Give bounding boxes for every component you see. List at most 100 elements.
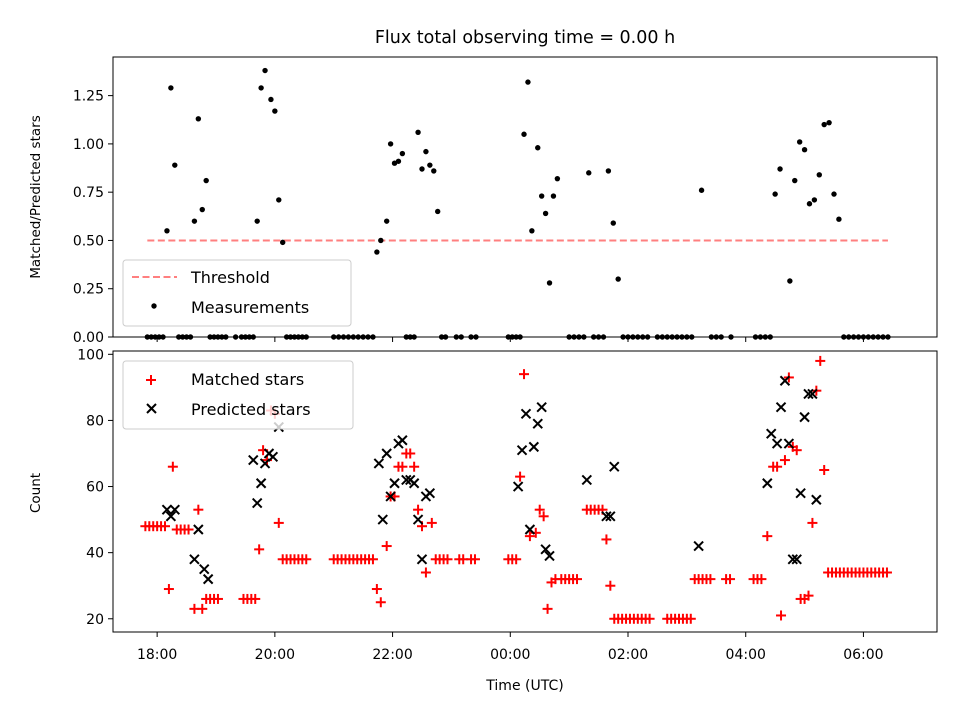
marker-stroke bbox=[385, 491, 396, 502]
legend-matched-swatch bbox=[146, 375, 156, 385]
measurement-point bbox=[203, 177, 209, 184]
matched-star-marker bbox=[381, 541, 392, 552]
marker-stroke bbox=[397, 435, 408, 446]
marker-stroke bbox=[389, 478, 400, 489]
measurement-point bbox=[811, 197, 818, 203]
marker-stroke bbox=[165, 511, 177, 522]
marker-stroke bbox=[536, 401, 547, 413]
measurement-point bbox=[836, 216, 842, 222]
measurement-point bbox=[586, 170, 592, 176]
y-axis-label: Count bbox=[28, 473, 44, 513]
predicted-star-marker bbox=[165, 511, 177, 522]
predicted-stars-points bbox=[161, 375, 822, 585]
matched-star-marker bbox=[815, 355, 826, 366]
measurement-point bbox=[191, 218, 198, 224]
measurement-point bbox=[821, 121, 827, 128]
marker-stroke bbox=[544, 550, 555, 562]
marker-stroke bbox=[412, 514, 424, 525]
measurement-point bbox=[521, 131, 527, 137]
predicted-star-marker bbox=[424, 487, 436, 499]
marker-stroke bbox=[373, 458, 385, 469]
matched-star-marker bbox=[685, 613, 696, 624]
y-tick-label: 40 bbox=[86, 546, 104, 562]
measurement-point bbox=[610, 220, 616, 226]
legend-threshold-label: Threshold bbox=[190, 268, 270, 287]
marker-stroke bbox=[381, 448, 392, 459]
marker-stroke bbox=[161, 504, 173, 515]
matched-star-marker bbox=[881, 567, 892, 578]
measurement-point bbox=[199, 206, 205, 213]
matched-star-marker bbox=[705, 574, 716, 585]
matched-star-marker bbox=[413, 504, 424, 515]
predicted-star-marker bbox=[775, 401, 787, 413]
marker-stroke bbox=[787, 554, 799, 565]
matched-star-marker bbox=[371, 584, 382, 595]
marker-stroke bbox=[424, 487, 436, 499]
matched-star-marker bbox=[542, 603, 553, 614]
count-subplot: Count Time (UTC) 20 40 60 80 100 18:00 20:00 2… bbox=[28, 347, 938, 694]
y-tick-label: 0.50 bbox=[73, 233, 104, 249]
marker-stroke bbox=[762, 478, 773, 489]
predicted-star-marker bbox=[516, 444, 528, 456]
marker-stroke bbox=[251, 497, 263, 509]
bottom-axes-frame bbox=[112, 350, 938, 633]
matched-star-marker bbox=[807, 517, 818, 528]
measurement-point bbox=[434, 208, 441, 215]
matched-star-marker bbox=[163, 584, 174, 595]
matched-star-marker bbox=[779, 455, 790, 466]
matched-star-marker bbox=[762, 531, 773, 542]
measurement-point bbox=[276, 197, 282, 203]
measurement-point bbox=[172, 162, 178, 168]
predicted-star-marker bbox=[202, 573, 214, 585]
y-tick-label: 20 bbox=[86, 612, 104, 628]
predicted-star-marker bbox=[385, 491, 396, 502]
legend: Matched stars Predicted stars bbox=[122, 360, 354, 430]
chart-title: Flux total observing time = 0.00 h bbox=[375, 28, 675, 48]
predicted-star-marker bbox=[412, 514, 424, 525]
marker-stroke bbox=[779, 375, 791, 386]
matched-star-marker bbox=[756, 574, 767, 585]
marker-stroke bbox=[771, 438, 783, 449]
measurement-point bbox=[801, 146, 808, 153]
predicted-star-marker bbox=[397, 435, 408, 446]
matched-star-marker bbox=[791, 445, 802, 456]
matched-star-marker bbox=[273, 517, 284, 528]
marker-stroke bbox=[540, 544, 551, 555]
matched-star-marker bbox=[776, 610, 787, 621]
measurement-point bbox=[542, 210, 549, 217]
y-tick-label: 0.75 bbox=[73, 185, 104, 201]
predicted-star-marker bbox=[377, 514, 388, 525]
predicted-star-marker bbox=[601, 511, 612, 522]
predicted-star-marker bbox=[779, 375, 791, 386]
y-tick-label: 1.25 bbox=[73, 89, 104, 105]
y-axis-ticks: 0.00 0.25 0.50 0.75 1.00 1.25 bbox=[73, 89, 113, 346]
predicted-star-marker bbox=[189, 554, 200, 565]
marker-stroke bbox=[783, 438, 795, 449]
predicted-star-marker bbox=[532, 418, 543, 429]
matched-star-marker bbox=[193, 504, 204, 515]
measurement-point bbox=[195, 116, 202, 122]
marker-stroke bbox=[512, 481, 524, 492]
y-axis-label: Matched/Predicted stars bbox=[28, 115, 44, 278]
matched-star-marker bbox=[301, 554, 312, 565]
y-tick-label: 80 bbox=[86, 413, 104, 429]
marker-stroke bbox=[267, 451, 279, 462]
measurement-point bbox=[698, 187, 705, 193]
predicted-star-marker bbox=[199, 563, 210, 575]
y-tick-label: 0.25 bbox=[73, 282, 104, 298]
measurement-point bbox=[387, 141, 394, 147]
measurement-point bbox=[792, 177, 798, 184]
matched-star-marker bbox=[420, 567, 431, 578]
marker-stroke bbox=[605, 511, 616, 522]
matched-star-marker bbox=[197, 603, 208, 614]
marker-stroke bbox=[408, 478, 420, 489]
predicted-star-marker bbox=[799, 411, 810, 423]
measurement-point bbox=[427, 162, 433, 168]
matched-star-marker bbox=[803, 590, 814, 601]
predicted-star-marker bbox=[544, 550, 555, 562]
measurement-point bbox=[272, 108, 278, 114]
predicted-star-marker bbox=[401, 474, 412, 486]
matched-star-marker bbox=[538, 511, 549, 522]
measurement-point bbox=[374, 249, 380, 255]
